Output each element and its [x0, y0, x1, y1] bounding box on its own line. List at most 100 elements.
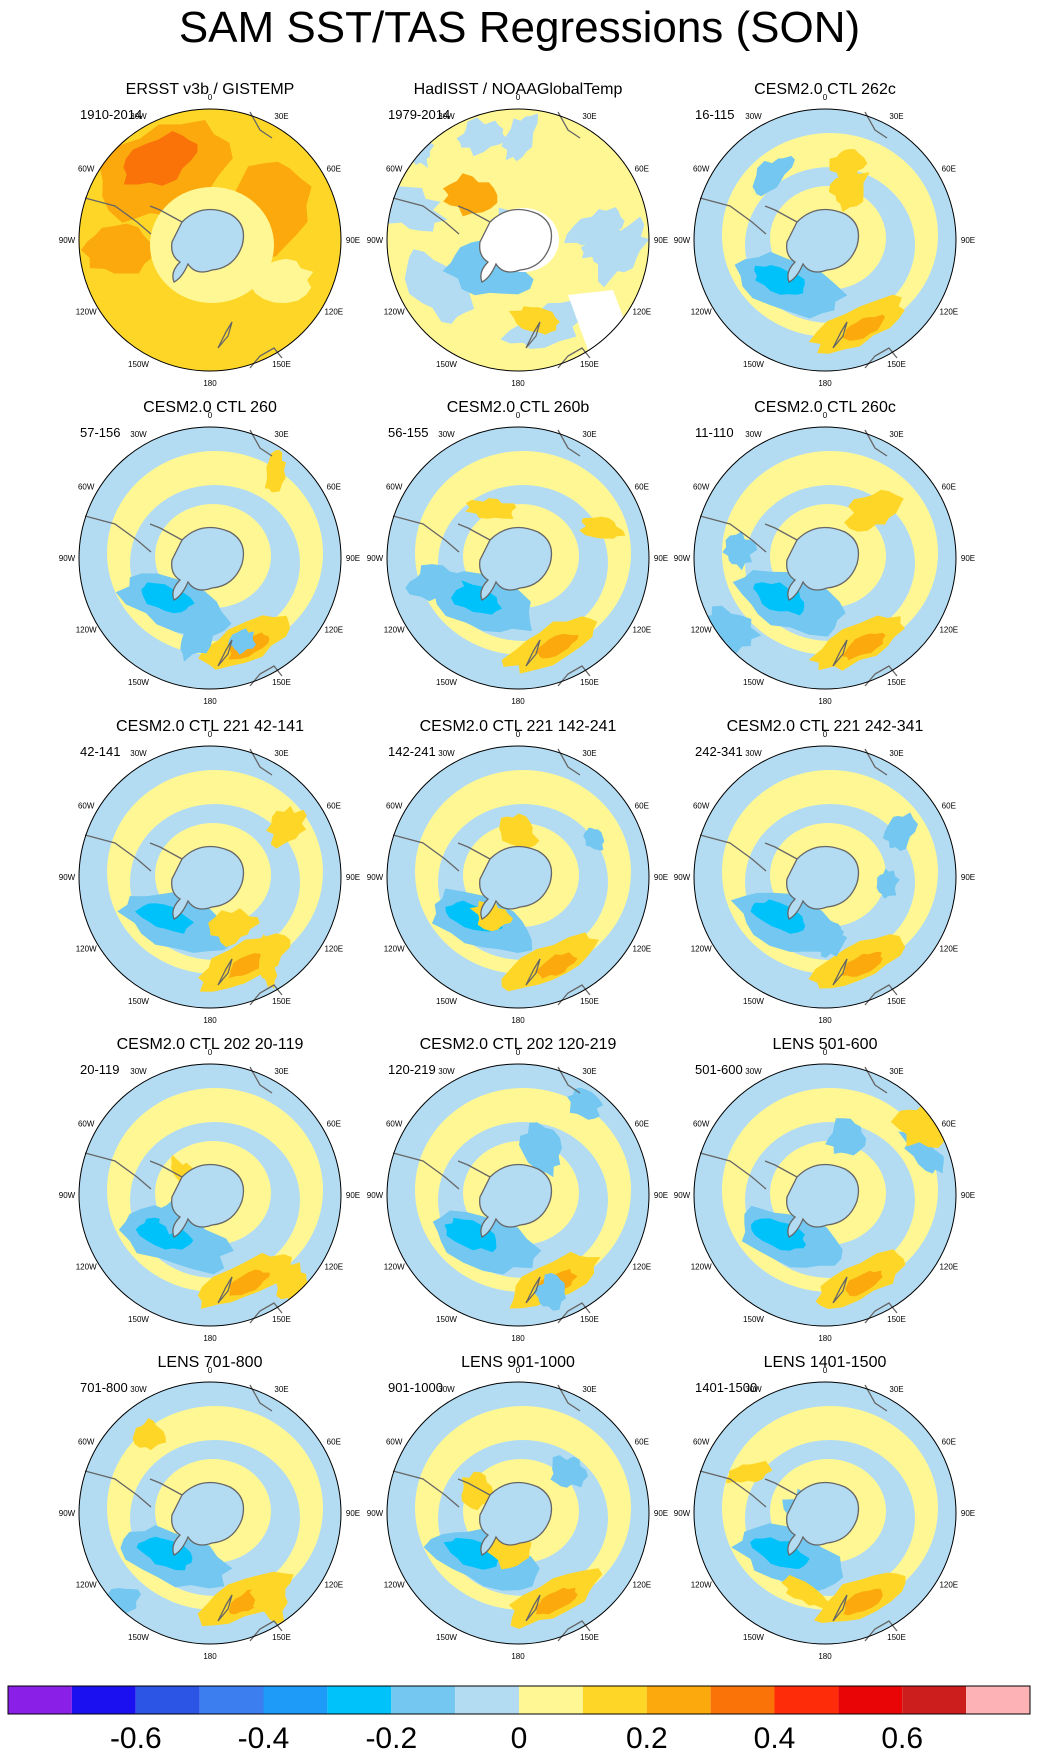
longitude-label: 150W: [436, 360, 457, 369]
africa-coastline: [249, 429, 273, 457]
south-america-coastline: [392, 197, 460, 235]
field-contour: [258, 934, 278, 989]
longitude-label: 180: [511, 1016, 525, 1025]
longitude-label: 90E: [346, 1191, 360, 1200]
figure-title: SAM SST/TAS Regressions (SON): [178, 3, 861, 52]
longitude-label: 180: [511, 1334, 525, 1343]
africa-coastline: [864, 1066, 888, 1094]
field-contour: [465, 498, 517, 519]
antarctica-coastline: [479, 208, 553, 283]
longitude-label: 90E: [346, 1509, 360, 1518]
field-contour: [750, 899, 806, 934]
longitude-label: 150E: [272, 678, 291, 687]
africa-coastline: [557, 1384, 581, 1412]
longitude-label: 150W: [436, 997, 457, 1006]
longitude-label: 150W: [743, 678, 764, 687]
antarctica-coastline: [171, 208, 245, 283]
longitude-label: 150E: [580, 997, 599, 1006]
field-contour: [533, 1273, 566, 1311]
australia-coastline: [249, 665, 283, 687]
panel-11: CESM2.0 CTL 202 120-219 120-219 0 30E 60E 90E…: [367, 1036, 668, 1343]
panel-period: 242-341: [695, 744, 743, 759]
colorbar: [7, 1685, 1031, 1715]
longitude-label: 90W: [674, 1509, 691, 1518]
longitude-label: 0: [208, 411, 213, 420]
field-contour: [499, 813, 540, 850]
panel-title: LENS 1401-1500: [764, 1354, 887, 1371]
colorbar-tick-label: 0.4: [753, 1722, 796, 1755]
longitude-label: 90W: [59, 236, 76, 245]
colorbar-segment: [199, 1686, 264, 1714]
new-zealand-coastline: [832, 1594, 848, 1622]
australia-coastline: [557, 984, 591, 1006]
antarctic-peninsula: [764, 842, 798, 860]
longitude-label: 180: [511, 697, 525, 706]
longitude-label: 0: [823, 1366, 828, 1375]
longitude-label: 90W: [674, 1191, 691, 1200]
field-contour: [534, 952, 578, 979]
longitude-label: 30E: [582, 1385, 596, 1394]
field-contour: [469, 900, 513, 932]
new-zealand-coastline: [217, 1276, 233, 1304]
colorbar-segment: [966, 1686, 1031, 1714]
australia-coastline: [557, 347, 591, 369]
longitude-label: 60W: [386, 1120, 403, 1129]
panel-14: LENS 901-1000 901-1000 0 30E 60E 90E 120E 150E 1…: [367, 1354, 668, 1661]
longitude-label: 180: [818, 697, 832, 706]
longitude-label: 90E: [961, 1191, 975, 1200]
longitude-label: 120W: [691, 308, 712, 317]
longitude-label: 30W: [438, 430, 455, 439]
longitude-label: 120W: [76, 308, 97, 317]
longitude-label: 90W: [367, 236, 384, 245]
longitude-label: 30E: [274, 112, 288, 121]
longitude-label: 90W: [59, 1191, 76, 1200]
longitude-label: 180: [203, 697, 217, 706]
field-contour: [845, 1270, 883, 1297]
longitude-label: 30E: [889, 1067, 903, 1076]
longitude-label: 90E: [654, 1509, 668, 1518]
longitude-label: 30W: [745, 749, 762, 758]
africa-coastline: [249, 1384, 273, 1412]
longitude-label: 150W: [743, 997, 764, 1006]
panel-period: 1979-2014: [388, 107, 450, 122]
longitude-label: 60W: [386, 1438, 403, 1447]
australia-coastline: [249, 1302, 283, 1324]
antarctica-coastline: [479, 845, 553, 920]
south-america-coastline: [84, 515, 152, 553]
panel-title: HadISST / NOAAGlobalTemp: [414, 81, 623, 98]
south-america-coastline: [699, 1152, 767, 1190]
longitude-label: 120W: [76, 945, 97, 954]
longitude-label: 30E: [889, 430, 903, 439]
field-contour: [461, 1471, 494, 1511]
longitude-label: 120E: [632, 626, 651, 635]
panel-period: 142-241: [388, 744, 436, 759]
panel-7: CESM2.0 CTL 221 42-141 42-141 0 30E 60E 90E 12…: [59, 718, 360, 1025]
new-zealand-coastline: [525, 1594, 541, 1622]
field-contour: [228, 1269, 270, 1296]
longitude-label: 120E: [939, 1581, 958, 1590]
panel-period: 16-115: [695, 107, 735, 122]
longitude-label: 120E: [939, 945, 958, 954]
colorbar-tick-label: 0: [510, 1722, 528, 1755]
longitude-label: 120E: [632, 1581, 651, 1590]
longitude-label: 30W: [130, 112, 147, 121]
antarctica-coastline: [479, 526, 553, 601]
colorbar-segment: [71, 1686, 136, 1714]
longitude-label: 120W: [384, 308, 405, 317]
longitude-label: 60W: [78, 1120, 95, 1129]
map-frame: [693, 1381, 957, 1645]
longitude-label: 90W: [674, 873, 691, 882]
panel-period: 42-141: [80, 744, 120, 759]
longitude-label: 120W: [76, 626, 97, 635]
antarctic-peninsula: [457, 205, 491, 223]
panel-period: 56-155: [388, 425, 428, 440]
panel-8: CESM2.0 CTL 221 142-241 142-241 0 30E 60E 90E…: [367, 718, 668, 1025]
longitude-label: 150E: [580, 1315, 599, 1324]
map-frame: [386, 745, 650, 1009]
longitude-label: 30W: [438, 112, 455, 121]
antarctic-peninsula: [149, 1478, 183, 1496]
longitude-label: 60W: [78, 165, 95, 174]
south-america-coastline: [392, 515, 460, 553]
panel-period: 1910-2014: [80, 107, 142, 122]
